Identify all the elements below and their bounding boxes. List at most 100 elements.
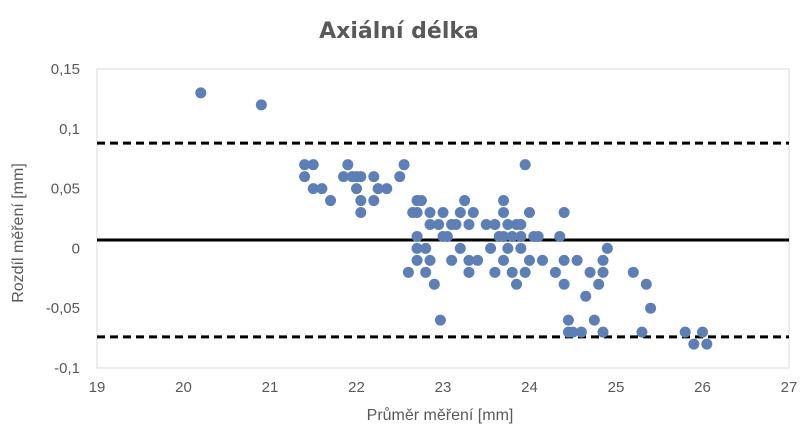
x-tick-label: 26 xyxy=(694,379,711,396)
data-point xyxy=(411,254,423,266)
data-point xyxy=(463,266,475,278)
x-tick-label: 22 xyxy=(348,379,365,396)
x-axis-label: Průměr měření [mm] xyxy=(367,406,514,424)
data-point xyxy=(467,207,479,219)
data-point xyxy=(558,254,570,266)
chart-title: Axiální délka xyxy=(319,19,479,44)
data-point xyxy=(368,171,380,183)
data-point xyxy=(502,218,514,230)
data-point xyxy=(195,87,207,99)
data-point xyxy=(519,266,531,278)
data-point xyxy=(536,254,548,266)
data-point xyxy=(424,207,436,219)
y-tick-label: 0,1 xyxy=(59,121,80,138)
data-point xyxy=(480,218,492,230)
data-point xyxy=(459,195,471,207)
data-point xyxy=(524,254,535,266)
data-point xyxy=(454,242,466,254)
data-point xyxy=(554,230,566,242)
data-point xyxy=(601,242,613,254)
data-point xyxy=(597,254,609,266)
data-point xyxy=(506,266,518,278)
data-point xyxy=(697,326,708,338)
plot-border xyxy=(96,68,790,369)
data-point xyxy=(316,183,328,195)
x-tick-label: 21 xyxy=(262,379,279,396)
data-point xyxy=(515,230,527,242)
data-point xyxy=(338,171,350,183)
data-point xyxy=(255,99,267,111)
data-point xyxy=(398,159,410,171)
data-point xyxy=(627,266,639,278)
x-tick-label: 24 xyxy=(521,379,538,396)
data-point xyxy=(597,326,609,338)
x-tick-label: 25 xyxy=(608,379,625,396)
x-tick-label: 27 xyxy=(781,379,798,396)
data-point xyxy=(489,266,501,278)
data-point xyxy=(411,230,423,242)
data-point xyxy=(420,242,432,254)
data-point xyxy=(424,218,436,230)
y-axis-label: Rozdíl měření [mm] xyxy=(10,163,27,303)
data-point xyxy=(593,278,605,290)
data-point xyxy=(584,266,596,278)
data-point xyxy=(420,266,432,278)
y-tick-label: 0,05 xyxy=(51,181,80,198)
y-tick-label: -0,1 xyxy=(54,360,80,377)
data-point xyxy=(588,314,600,326)
data-point xyxy=(515,242,527,254)
data-point xyxy=(498,230,510,242)
data-point xyxy=(428,278,440,290)
data-point xyxy=(299,171,311,183)
data-point xyxy=(524,207,535,219)
data-point xyxy=(580,290,592,302)
data-point xyxy=(446,254,458,266)
data-point xyxy=(571,254,583,266)
data-point xyxy=(519,159,531,171)
data-point xyxy=(511,278,523,290)
data-point xyxy=(562,314,574,326)
data-point xyxy=(450,218,462,230)
tick-labels: 19 20 21 22 23 24 25 26 27 -0,1 -0,05 0 0,05 0,1 0,15 xyxy=(46,61,798,396)
data-point xyxy=(437,207,449,219)
data-point xyxy=(307,159,319,171)
data-point xyxy=(351,183,362,195)
data-point xyxy=(325,195,337,207)
data-point xyxy=(489,218,501,230)
data-point xyxy=(368,195,380,207)
data-point xyxy=(549,266,561,278)
data-point xyxy=(532,230,544,242)
data-point xyxy=(372,183,384,195)
data-point xyxy=(299,159,311,171)
data-point xyxy=(567,326,579,338)
data-point xyxy=(558,278,570,290)
data-point xyxy=(355,207,367,219)
data-point xyxy=(645,302,657,314)
data-point xyxy=(463,254,475,266)
data-point xyxy=(434,314,446,326)
data-point xyxy=(355,195,367,207)
data-point xyxy=(463,218,475,230)
data-point xyxy=(636,326,648,338)
plot-area xyxy=(96,68,790,369)
data-point xyxy=(515,218,527,230)
data-point xyxy=(411,242,423,254)
data-point xyxy=(558,207,570,219)
data-point xyxy=(679,326,691,338)
data-point xyxy=(355,171,367,183)
data-point xyxy=(472,254,484,266)
data-point xyxy=(640,278,652,290)
data-point xyxy=(342,159,354,171)
data-point xyxy=(498,254,510,266)
data-point xyxy=(433,218,445,230)
x-tick-label: 20 xyxy=(175,379,192,396)
data-points xyxy=(195,87,713,350)
data-point xyxy=(502,242,514,254)
data-point xyxy=(307,183,319,195)
data-point xyxy=(701,338,713,350)
data-point xyxy=(411,207,423,219)
data-point xyxy=(597,266,609,278)
y-tick-label: -0,05 xyxy=(46,300,80,317)
data-point xyxy=(381,183,393,195)
